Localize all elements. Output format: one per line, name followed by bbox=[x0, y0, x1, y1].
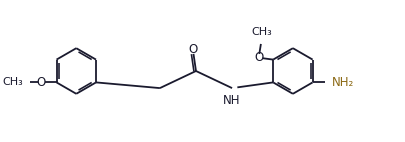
Text: CH₃: CH₃ bbox=[3, 77, 23, 87]
Text: NH₂: NH₂ bbox=[331, 76, 353, 89]
Text: CH₃: CH₃ bbox=[251, 27, 271, 37]
Text: O: O bbox=[36, 76, 46, 89]
Text: O: O bbox=[188, 43, 197, 56]
Text: O: O bbox=[254, 51, 263, 64]
Text: NH: NH bbox=[223, 94, 240, 107]
